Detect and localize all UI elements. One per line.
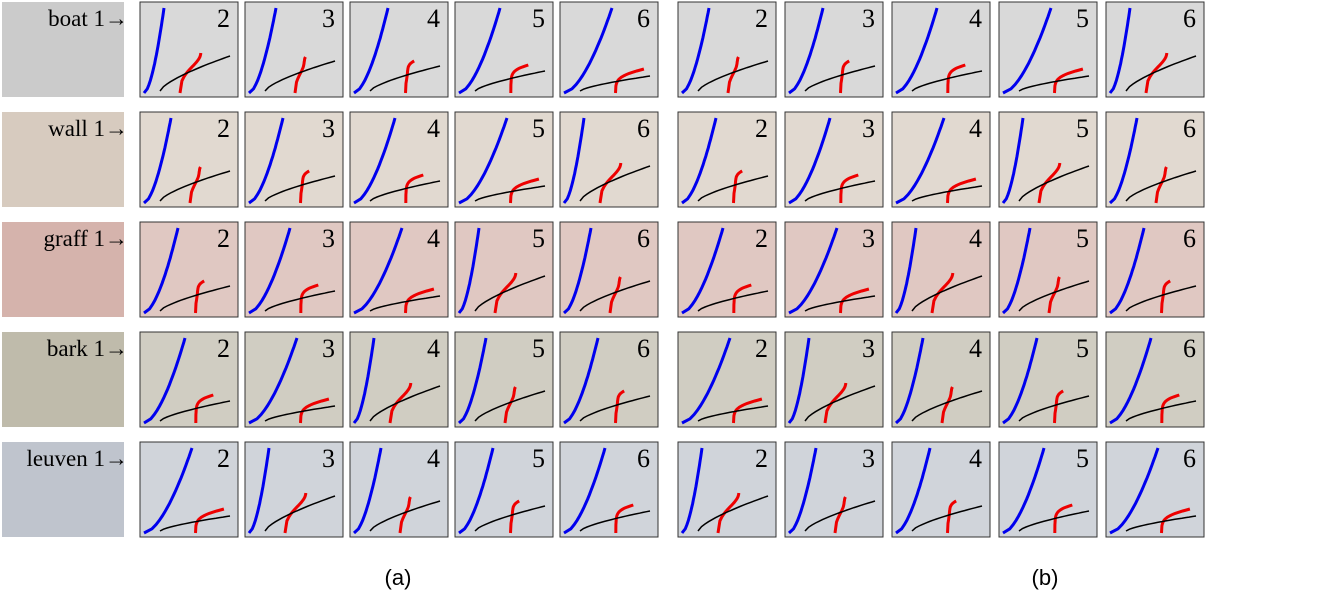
column-number: 6 (1183, 334, 1196, 363)
row-label: wall 1→ (48, 116, 128, 141)
column-number: 3 (322, 4, 335, 33)
column-number: 5 (1076, 114, 1089, 143)
column-number: 2 (217, 4, 230, 33)
column-number: 6 (1183, 114, 1196, 143)
column-number: 6 (637, 114, 650, 143)
panel-caption: (a) (385, 565, 412, 590)
column-number: 5 (1076, 334, 1089, 363)
column-number: 4 (969, 444, 982, 473)
column-number: 2 (755, 224, 768, 253)
column-number: 4 (969, 334, 982, 363)
column-number: 4 (427, 444, 440, 473)
column-number: 2 (755, 114, 768, 143)
row-label: graff 1→ (43, 226, 128, 251)
column-number: 3 (862, 114, 875, 143)
column-number: 5 (1076, 444, 1089, 473)
column-number: 4 (427, 4, 440, 33)
column-number: 5 (532, 4, 545, 33)
row-label: leuven 1→ (26, 446, 128, 471)
column-number: 6 (637, 4, 650, 33)
column-number: 5 (1076, 4, 1089, 33)
column-number: 5 (532, 334, 545, 363)
column-number: 6 (637, 224, 650, 253)
row-label: bark 1→ (47, 336, 128, 361)
column-number: 5 (532, 114, 545, 143)
column-number: 6 (1183, 444, 1196, 473)
column-number: 6 (637, 444, 650, 473)
column-number: 2 (217, 444, 230, 473)
column-number: 2 (217, 224, 230, 253)
figure: boat 1→ wall 1→ graff 1→ bark 1→ leuven 1→ 2 3… (0, 0, 1330, 607)
column-number: 4 (969, 224, 982, 253)
column-number: 4 (969, 114, 982, 143)
column-number: 3 (322, 224, 335, 253)
column-number: 4 (427, 334, 440, 363)
column-number: 3 (862, 224, 875, 253)
column-number: 2 (755, 444, 768, 473)
column-number: 5 (1076, 224, 1089, 253)
column-number: 2 (755, 4, 768, 33)
column-number: 4 (969, 4, 982, 33)
column-number: 6 (1183, 224, 1196, 253)
column-number: 6 (1183, 4, 1196, 33)
column-number: 4 (427, 224, 440, 253)
column-number: 3 (322, 334, 335, 363)
column-number: 3 (322, 444, 335, 473)
column-number: 5 (532, 444, 545, 473)
column-number: 3 (862, 444, 875, 473)
row-label: boat 1→ (48, 6, 128, 31)
column-number: 2 (217, 334, 230, 363)
panel-caption: (b) (1032, 565, 1059, 590)
column-number: 3 (322, 114, 335, 143)
column-number: 2 (217, 114, 230, 143)
column-number: 3 (862, 4, 875, 33)
column-number: 4 (427, 114, 440, 143)
column-number: 2 (755, 334, 768, 363)
column-number: 6 (637, 334, 650, 363)
column-number: 5 (532, 224, 545, 253)
column-number: 3 (862, 334, 875, 363)
